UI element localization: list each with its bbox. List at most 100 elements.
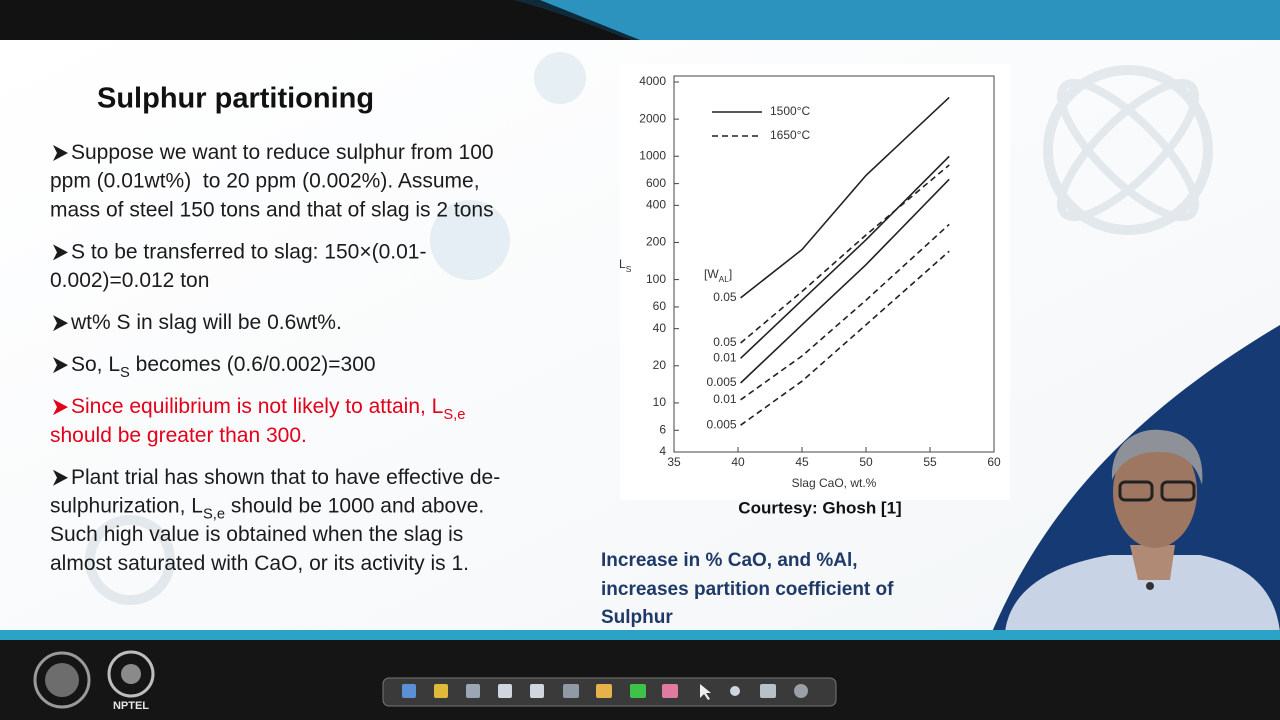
tool-icon[interactable] (700, 684, 711, 700)
tool-icon[interactable] (498, 684, 512, 698)
text-segment: mass of steel 150 tons and that of slag … (50, 198, 494, 221)
tool-icon[interactable] (760, 684, 776, 698)
tool-icon[interactable] (794, 684, 808, 698)
curve-label: 0.01 (713, 350, 737, 364)
chart-panel (620, 64, 1010, 500)
y-tick-label: 6 (659, 422, 666, 436)
text-segment: ppm (0.01wt%) to 20 ppm (0.002%). Assume… (50, 169, 480, 192)
bullet-line: So, LS becomes (0.6/0.002)=300 (71, 353, 376, 381)
watermark (85, 52, 1213, 605)
tool-icon[interactable] (630, 684, 646, 698)
plot-frame (673, 75, 995, 453)
bullet-line: mass of steel 150 tons and that of slag … (50, 198, 494, 221)
text-segment: Such high value is obtained when the sla… (50, 523, 463, 546)
note-line: Increase in % CaO, and %Al, (601, 550, 858, 571)
subscript: S (120, 365, 130, 381)
curve (740, 178, 950, 384)
curve (740, 155, 950, 359)
top-band-edge (515, 0, 640, 40)
y-tick-label: 20 (653, 358, 667, 372)
top-band (515, 0, 1280, 40)
bullet-line: 0.002)=0.012 ton (50, 269, 209, 292)
x-tick-label: 35 (667, 455, 681, 469)
tool-icon[interactable] (402, 684, 416, 698)
y-tick-label: 4000 (639, 74, 666, 88)
y-tick-label: 60 (653, 299, 667, 313)
bullet-line: S to be transferred to slag: 150×(0.01- (71, 240, 426, 263)
subscript: S (626, 264, 632, 274)
y-tick-label: 600 (646, 176, 666, 190)
y-tick-label: 4 (659, 444, 666, 458)
text-segment: Suppose we want to reduce sulphur from 1… (71, 141, 494, 164)
bullet-arrow (53, 145, 68, 161)
y-tick-label: 100 (646, 272, 666, 286)
y-tick-label: 40 (653, 321, 667, 335)
tool-icon[interactable] (563, 684, 579, 698)
subscript: AL (719, 274, 730, 284)
text-segment: sulphurization, L (50, 494, 203, 517)
tool-icon[interactable] (596, 684, 612, 698)
tool-icon[interactable] (466, 684, 480, 698)
y-tick-label: 1000 (639, 148, 666, 162)
text-segment: Plant trial has shown that to have effec… (71, 465, 500, 488)
bullet-arrow (53, 399, 68, 416)
bullet-arrow (53, 469, 68, 486)
x-axis-label: Slag CaO, wt.% (792, 476, 877, 490)
bullet-line: Such high value is obtained when the sla… (50, 523, 463, 546)
text-segment: S to be transferred to slag: 150×(0.01- (71, 240, 426, 263)
curve-label: 0.05 (713, 290, 737, 304)
y-axis-label: LS (619, 257, 632, 274)
logos (33, 650, 155, 709)
presenter (1005, 429, 1280, 632)
logo-text: NPTEL (113, 700, 149, 712)
tool-icon[interactable] (434, 684, 448, 698)
text-segment: Since equilibrium is not likely to attai… (71, 395, 443, 418)
text-segment: So, L (71, 353, 120, 376)
x-tick-label: 60 (987, 455, 1001, 469)
bullet-arrow (53, 244, 68, 261)
y-tick-label: 2000 (639, 111, 666, 125)
curve-label: 0.05 (713, 335, 737, 349)
bullet-arrow (53, 357, 68, 374)
curve-label: 0.005 (707, 375, 737, 389)
slide-title: Sulphur partitioning (97, 83, 374, 115)
bullet-line: should be greater than 300. (50, 423, 307, 446)
text-segment: L (619, 257, 626, 271)
y-tick-label: 10 (653, 395, 667, 409)
text-segment: wt% S in slag will be 0.6wt%. (70, 311, 342, 334)
tool-icon[interactable] (730, 686, 740, 696)
x-tick-label: 45 (795, 455, 809, 469)
text-segment: [W (704, 267, 719, 281)
curve-label: 0.005 (707, 417, 737, 431)
courtesy: Courtesy: Ghosh [1] (738, 498, 901, 517)
subscript: S,e (203, 506, 225, 522)
text-segment: should be greater than 300. (50, 423, 307, 446)
bullet-line: almost saturated with CaO, or its activi… (50, 551, 469, 574)
tool-icon[interactable] (662, 684, 678, 698)
x-tick-label: 55 (923, 455, 937, 469)
y-tick-label: 200 (646, 235, 666, 249)
curve-label-title: [WAL] (704, 267, 732, 284)
curve-label: 0.01 (713, 392, 737, 406)
text-segment: should be 1000 and above. (225, 494, 484, 517)
x-tick-label: 40 (731, 455, 745, 469)
bottom-band (0, 630, 1280, 640)
subscript: S,e (443, 407, 465, 423)
tool-icon[interactable] (530, 684, 544, 698)
text-segment: 0.002)=0.012 ton (50, 269, 209, 292)
bullet-line: wt% S in slag will be 0.6wt%. (70, 311, 342, 334)
bullet-line: Plant trial has shown that to have effec… (71, 465, 500, 488)
bullet-arrow (53, 315, 68, 332)
bullet-line: Since equilibrium is not likely to attai… (71, 395, 465, 423)
note-line: Sulphur (601, 607, 673, 628)
legend-label: 1650°C (770, 128, 810, 142)
curve (740, 164, 950, 344)
bullet-line: ppm (0.01wt%) to 20 ppm (0.002%). Assume… (50, 169, 480, 192)
toolbar[interactable] (382, 677, 837, 707)
note-line: increases partition coefficient of (601, 579, 894, 600)
text-segment: almost saturated with CaO, or its activi… (50, 551, 469, 574)
legend-label: 1500°C (770, 104, 810, 118)
text-segment: becomes (0.6/0.002)=300 (130, 353, 376, 376)
